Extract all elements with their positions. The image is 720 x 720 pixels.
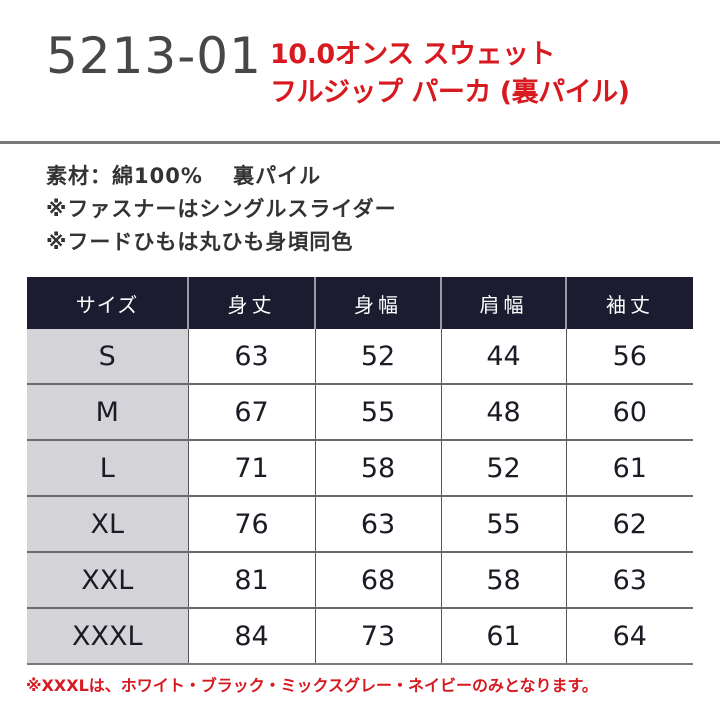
value-cell: 61	[565, 439, 693, 496]
value-cell: 62	[565, 495, 693, 552]
value-cell: 48	[440, 383, 566, 440]
value-cell: 52	[314, 329, 441, 384]
value-cell: 61	[440, 607, 566, 665]
value-cell: 63	[565, 551, 693, 608]
value-cell: 52	[440, 439, 566, 496]
product-title-line-2: フルジップ パーカ (裏パイル)	[270, 77, 630, 108]
size-cell: XXXL	[27, 607, 188, 665]
value-cell: 63	[314, 495, 441, 552]
value-cell: 73	[314, 607, 441, 665]
value-cell: 44	[440, 329, 566, 384]
value-cell: 55	[440, 495, 566, 552]
note-hood-cord: ※フードひもは丸ひも身頃同色	[46, 230, 354, 254]
table-row: S 63 52 44 56	[27, 329, 693, 384]
value-cell: 63	[187, 329, 315, 384]
size-cell: XL	[27, 495, 188, 552]
column-header-body-length: 身丈	[187, 277, 315, 329]
table-row: XXL 81 68 58 63	[27, 551, 693, 608]
note-fastener: ※ファスナーはシングルスライダー	[46, 197, 397, 221]
value-cell: 84	[187, 607, 315, 665]
value-cell: 81	[187, 551, 315, 608]
value-cell: 60	[565, 383, 693, 440]
value-cell: 58	[440, 551, 566, 608]
size-cell: XXL	[27, 551, 188, 608]
table-row: XXXL 84 73 61 64	[27, 607, 693, 665]
column-header-size: サイズ	[27, 277, 188, 329]
material-notes: 素材：綿100% 裏パイル ※ファスナーはシングルスライダー ※フードひもは丸ひ…	[46, 160, 397, 259]
product-title: 10.0オンス スウェット フルジップ パーカ (裏パイル)	[270, 36, 630, 112]
product-title-line-1: 10.0オンス スウェット	[270, 39, 555, 70]
value-cell: 58	[314, 439, 441, 496]
table-header-row: サイズ 身丈 身幅 肩幅 袖丈	[27, 277, 693, 329]
column-header-sleeve-length: 袖丈	[565, 277, 693, 329]
column-header-shoulder-width: 肩幅	[440, 277, 566, 329]
value-cell: 55	[314, 383, 441, 440]
table-row: XL 76 63 55 62	[27, 495, 693, 552]
column-header-body-width: 身幅	[314, 277, 441, 329]
size-cell: S	[27, 329, 188, 384]
value-cell: 64	[565, 607, 693, 665]
product-code: 5213-01	[46, 27, 262, 85]
header-divider	[0, 141, 720, 144]
size-cell: L	[27, 439, 188, 496]
size-cell: M	[27, 383, 188, 440]
table-row: M 67 55 48 60	[27, 383, 693, 440]
value-cell: 68	[314, 551, 441, 608]
footer-note: ※XXXLは、ホワイト・ブラック・ミックスグレー・ネイビーのみとなります。	[26, 676, 598, 695]
value-cell: 76	[187, 495, 315, 552]
value-cell: 67	[187, 383, 315, 440]
note-material: 素材：綿100% 裏パイル	[46, 164, 322, 188]
value-cell: 71	[187, 439, 315, 496]
table-row: L 71 58 52 61	[27, 439, 693, 496]
size-chart-table: サイズ 身丈 身幅 肩幅 袖丈 S 63 52 44 56 M 67 55 48…	[27, 277, 693, 665]
value-cell: 56	[565, 329, 693, 384]
